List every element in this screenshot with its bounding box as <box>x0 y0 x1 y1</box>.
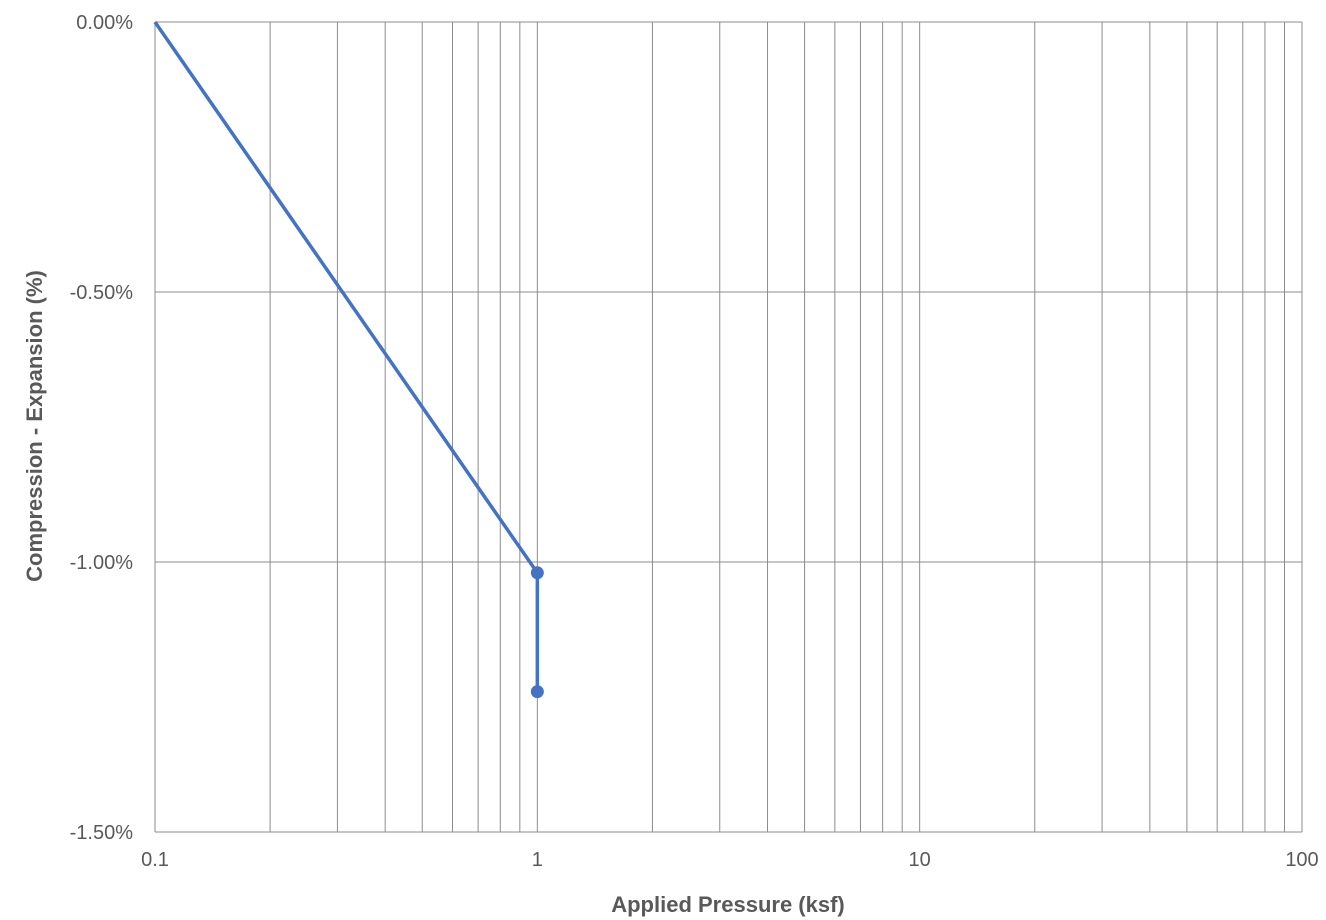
x-tick-labels: 0.1 1 10 100 <box>141 849 1319 871</box>
y-axis-title: Compression - Expansion (%) <box>22 270 47 582</box>
x-tick-label: 0.1 <box>141 849 169 871</box>
y-tick-label: -0.50% <box>70 282 134 304</box>
y-tick-label: 0.00% <box>76 12 133 34</box>
y-tick-labels: 0.00% -0.50% -1.00% -1.50% <box>70 12 134 844</box>
y-tick-label: -1.50% <box>70 822 134 844</box>
y-tick-label: -1.00% <box>70 552 134 574</box>
data-point <box>530 685 544 699</box>
data-point <box>530 566 544 580</box>
x-tick-label: 100 <box>1285 849 1318 871</box>
x-tick-label: 10 <box>909 849 931 871</box>
series <box>153 21 544 699</box>
grid <box>154 21 1303 833</box>
x-tick-label: 1 <box>532 849 543 871</box>
series-line <box>153 21 540 692</box>
x-axis-title: Applied Pressure (ksf) <box>611 892 845 917</box>
